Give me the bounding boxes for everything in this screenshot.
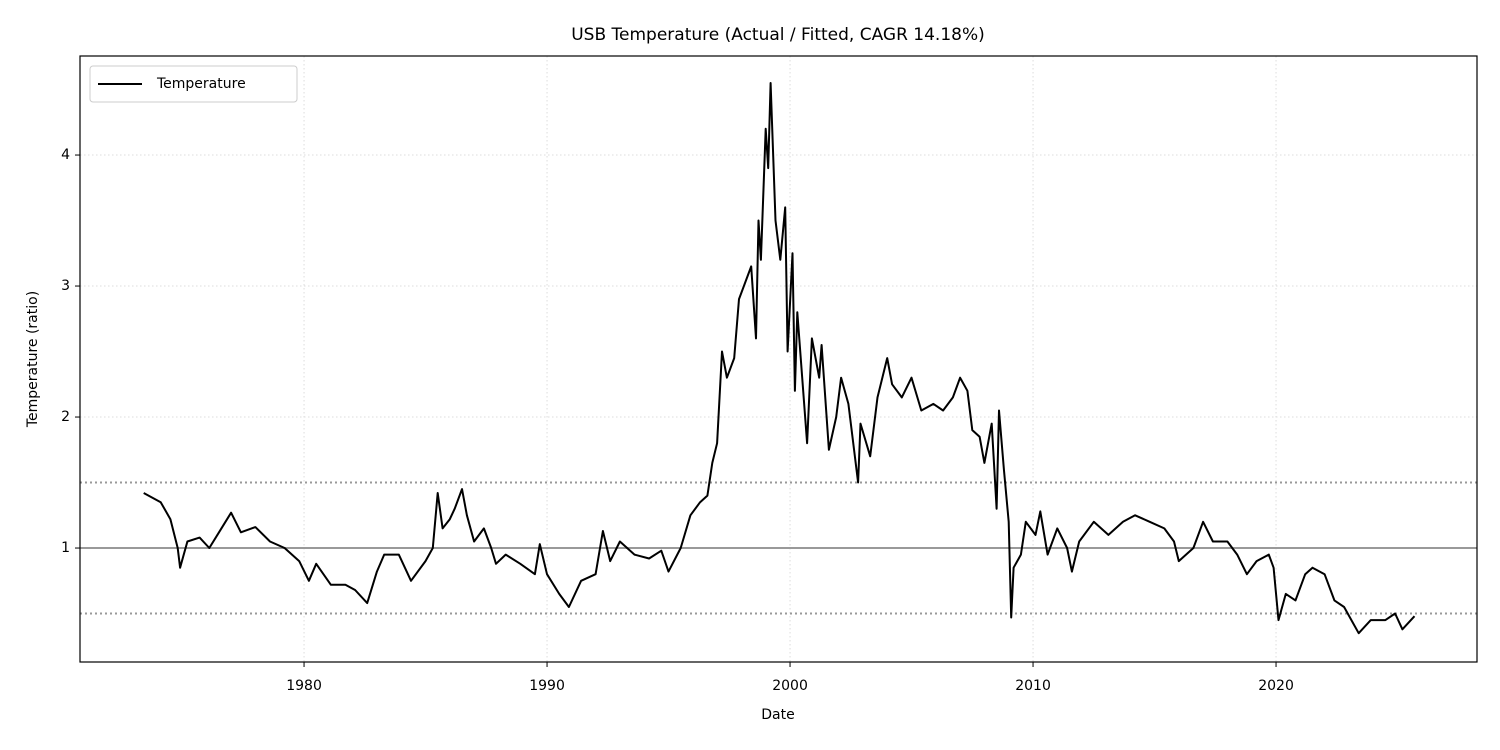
x-tick-label: 2020	[1258, 678, 1294, 694]
data-line	[143, 82, 1416, 635]
y-tick-label: 2	[61, 409, 70, 425]
x-axis-label: Date	[761, 707, 794, 723]
x-tick-label: 2010	[1015, 678, 1051, 694]
x-tick-label: 2000	[772, 678, 808, 694]
plot-frame	[79, 55, 1478, 663]
y-tick-label: 3	[61, 278, 70, 294]
y-tick-label: 4	[61, 147, 70, 163]
x-tick-label: 1980	[286, 678, 322, 694]
chart-title: USB Temperature (Actual / Fitted, CAGR 1…	[571, 25, 985, 45]
y-axis-label: Temperature (ratio)	[25, 291, 41, 428]
legend-label: Temperature	[156, 76, 246, 92]
x-tick-label: 1990	[529, 678, 565, 694]
legend-box	[89, 65, 298, 103]
y-tick-label: 1	[61, 540, 70, 556]
